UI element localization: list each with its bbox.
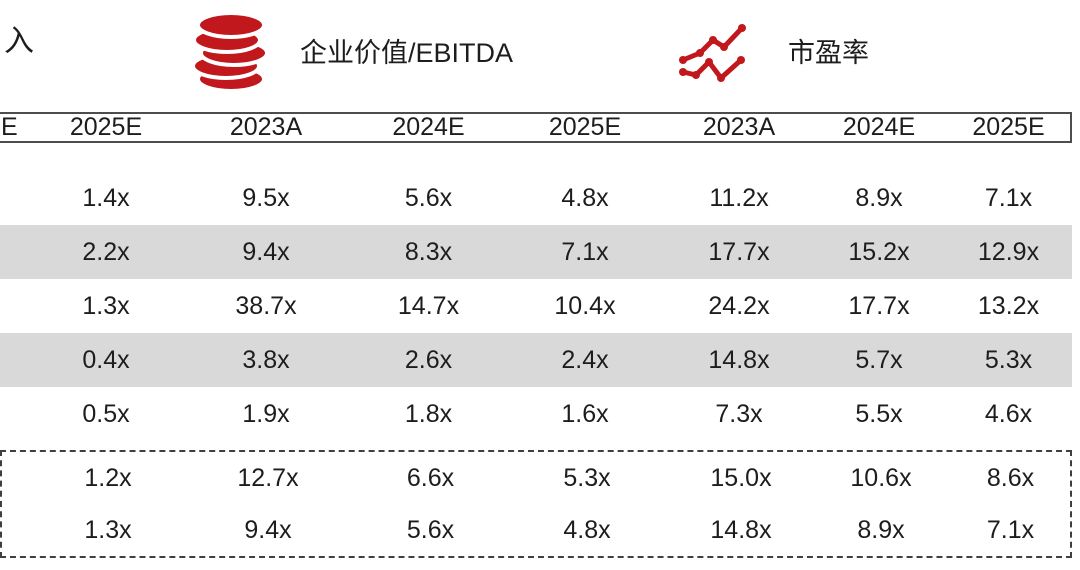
summary-value-cell: 4.8x xyxy=(563,515,611,544)
header-cell: 2024E xyxy=(842,113,916,141)
value-cell: 7.3x xyxy=(715,399,763,428)
value-cell: 1.8x xyxy=(404,399,453,428)
value-cell: 4.6x xyxy=(984,399,1033,428)
summary-value-cell: 8.9x xyxy=(857,515,905,544)
summary-value-cell: 10.6x xyxy=(850,463,912,492)
value-cell: 2.6x xyxy=(404,345,453,374)
value-cell: 14.8x xyxy=(708,345,770,374)
value-cell: 0.5x xyxy=(82,399,130,428)
table-row: 1.4x 9.5x 5.6x 4.8x 11.2x 8.9x 7.1x xyxy=(0,171,1072,225)
cropped-legend-label: 入 xyxy=(4,25,34,58)
value-cell: 5.5x xyxy=(855,399,903,428)
table-header-row: E 2025E 2023A 2024E 2025E 2023A 2024E 2025E xyxy=(0,112,1072,143)
summary-value-cell: 6.6x xyxy=(406,463,455,492)
table-row: 1.3x 38.7x 14.7x 10.4x 24.2x 17.7x 13.2x xyxy=(0,279,1072,333)
value-cell: 38.7x xyxy=(235,291,297,320)
summary-row: 1.3x 9.4x 5.6x 4.8x 14.8x 8.9x 7.1x xyxy=(2,504,1070,556)
summary-row: 1.2x 12.7x 6.6x 5.3x 15.0x 10.6x 8.6x xyxy=(2,452,1070,504)
value-cell: 17.7x xyxy=(708,237,770,266)
value-cell: 2.2x xyxy=(82,237,130,266)
summary-value-cell: 5.6x xyxy=(406,515,455,544)
value-cell: 11.2x xyxy=(709,183,769,212)
summary-value-cell: 7.1x xyxy=(986,515,1035,544)
header-cell: 2025E xyxy=(69,113,143,141)
value-cell: 7.1x xyxy=(984,183,1033,212)
value-cell: 1.3x xyxy=(82,291,130,320)
value-cell: 2.4x xyxy=(561,345,609,374)
value-cell: 12.9x xyxy=(977,237,1040,266)
value-cell: 5.3x xyxy=(984,345,1033,374)
table-row: 0.4x 3.8x 2.6x 2.4x 14.8x 5.7x 5.3x xyxy=(0,333,1072,387)
value-cell: 8.9x xyxy=(855,183,903,212)
value-cell: 0.4x xyxy=(82,345,130,374)
summary-value-cell: 1.3x xyxy=(84,515,132,544)
table-row: 2.2x 9.4x 8.3x 7.1x 17.7x 15.2x 12.9x xyxy=(0,225,1072,279)
summary-value-cell: 12.7x xyxy=(237,463,299,492)
value-cell: 17.7x xyxy=(848,291,910,320)
header-cell: 2025E xyxy=(548,113,622,141)
value-cell: 24.2x xyxy=(708,291,770,320)
value-cell: 5.7x xyxy=(855,345,903,374)
summary-rows-box: 1.2x 12.7x 6.6x 5.3x 15.0x 10.6x 8.6x 1.3x 9.4x 5… xyxy=(0,450,1072,558)
table-body: 1.4x 9.5x 5.6x 4.8x 11.2x 8.9x 7.1x 2.2x 9.4x 8.3… xyxy=(0,171,1072,441)
value-cell: 1.9x xyxy=(242,399,290,428)
summary-value-cell: 15.0x xyxy=(710,463,772,492)
value-cell: 15.2x xyxy=(848,237,910,266)
value-cell: 10.4x xyxy=(554,291,616,320)
value-cell: 13.2x xyxy=(977,291,1040,320)
value-cell: 4.8x xyxy=(561,183,609,212)
table-row: 0.5x 1.9x 1.8x 1.6x 7.3x 5.5x 4.6x xyxy=(0,387,1072,441)
header-cell: E xyxy=(1,113,18,141)
summary-value-cell: 8.6x xyxy=(986,463,1035,492)
value-cell: 1.4x xyxy=(82,183,130,212)
line-chart-icon xyxy=(676,12,756,90)
value-cell: 7.1x xyxy=(561,237,609,266)
legend-label-ev-ebitda: 企业价值/EBITDA xyxy=(300,38,514,68)
value-cell: 9.5x xyxy=(242,183,290,212)
summary-value-cell: 1.2x xyxy=(84,463,132,492)
summary-value-cell: 5.3x xyxy=(563,463,611,492)
summary-value-cell: 14.8x xyxy=(710,515,772,544)
value-cell: 8.3x xyxy=(404,237,453,266)
header-cell: 2025E xyxy=(972,113,1045,141)
value-cell: 3.8x xyxy=(242,345,290,374)
value-cell: 5.6x xyxy=(404,183,453,212)
valuation-table: E 2025E 2023A 2024E 2025E 2023A 2024E 2025E 1.4… xyxy=(0,112,1072,558)
value-cell: 9.4x xyxy=(242,237,290,266)
header-cell: 2023A xyxy=(229,113,303,141)
header-cell: 2024E xyxy=(392,113,465,141)
header-cell: 2023A xyxy=(702,113,776,141)
value-cell: 1.6x xyxy=(561,399,609,428)
coins-icon xyxy=(191,8,270,94)
legend-label-pe-ratio: 市盈率 xyxy=(788,38,869,68)
value-cell: 14.7x xyxy=(397,291,460,320)
summary-value-cell: 9.4x xyxy=(244,515,292,544)
